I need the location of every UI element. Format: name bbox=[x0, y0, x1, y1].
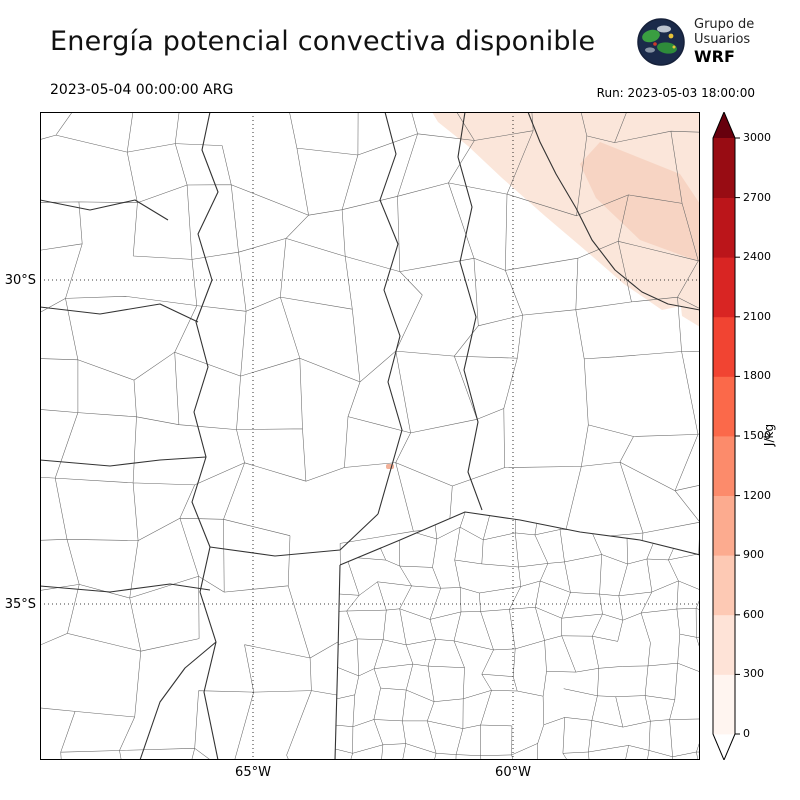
lon-tick-65w: 65°W bbox=[235, 765, 271, 780]
colorbar-tick-label: 2100 bbox=[743, 309, 771, 323]
colorbar-tick-label: 1500 bbox=[743, 429, 771, 442]
colorbar-segment bbox=[713, 257, 735, 318]
colorbar-segment bbox=[713, 376, 735, 437]
colorbar-tick-label: 1200 bbox=[743, 488, 771, 502]
lat-tick-30s: 30°S bbox=[4, 273, 36, 288]
colorbar-tick-label: 0 bbox=[743, 727, 750, 740]
logo-line-1: Grupo de bbox=[694, 16, 755, 32]
colorbar-segment bbox=[713, 197, 735, 258]
colorbar-labels: 0 300 600 900 1200 1500 1800 2100 2400 2700 3000 bbox=[743, 112, 788, 760]
cape-speck bbox=[386, 464, 394, 469]
colorbar-segment bbox=[713, 138, 735, 198]
colorbar-tick-label: 300 bbox=[743, 667, 764, 681]
colorbar-segment bbox=[713, 674, 735, 735]
colorbar-extend-below bbox=[713, 734, 735, 760]
colorbar-segment bbox=[713, 495, 735, 556]
logo-line-2: Usuarios bbox=[694, 31, 751, 47]
colorbar-segment bbox=[713, 316, 735, 377]
lon-tick-60w: 60°W bbox=[495, 765, 531, 780]
colorbar-tick-label: 3000 bbox=[743, 131, 771, 144]
colorbar-segment bbox=[713, 614, 735, 675]
colorbar-segment bbox=[713, 555, 735, 616]
graticule-gridlines bbox=[40, 112, 700, 760]
colorbar-tick-label: 1800 bbox=[743, 369, 771, 383]
province-boundaries bbox=[40, 112, 700, 760]
colorbar-unit-label: J/kg bbox=[762, 423, 777, 447]
colorbar-tick-label: 2400 bbox=[743, 250, 771, 264]
colorbar-tick-label: 2700 bbox=[743, 190, 771, 204]
map-frame bbox=[40, 112, 700, 760]
logo-line-wrf: WRF bbox=[694, 46, 735, 66]
page-title: Energía potencial convectiva disponible bbox=[50, 26, 596, 57]
colorbar bbox=[712, 112, 740, 760]
colorbar-segment bbox=[713, 436, 735, 496]
logo: Grupo de Usuarios WRF bbox=[636, 14, 796, 70]
colorbar-tick-label: 900 bbox=[743, 548, 764, 562]
valid-time-label: 2023-05-04 00:00:00 ARG bbox=[50, 82, 234, 98]
colorbar-extend-above bbox=[713, 112, 735, 138]
globe-icon bbox=[637, 18, 685, 66]
buenos-aires-fill bbox=[335, 512, 700, 760]
logo-text: Grupo de Usuarios WRF bbox=[694, 16, 755, 66]
colorbar-tick-label: 600 bbox=[743, 607, 764, 621]
cape-shading-region bbox=[386, 112, 700, 469]
run-time-label: Run: 2023-05-03 18:00:00 bbox=[596, 86, 755, 100]
lat-tick-35s: 35°S bbox=[4, 597, 36, 612]
map-canvas bbox=[40, 112, 700, 760]
